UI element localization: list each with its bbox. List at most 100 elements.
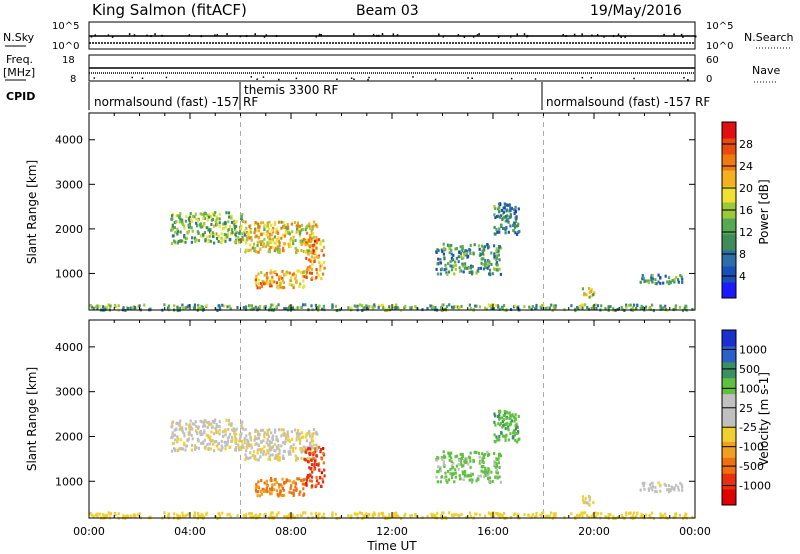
echo-cell	[277, 303, 280, 307]
nsky-dot	[111, 35, 114, 38]
echo-cell	[667, 276, 671, 280]
echo-cell	[581, 514, 584, 518]
echo-cell	[313, 467, 316, 471]
echo-cell	[356, 512, 359, 516]
echo-cell	[323, 474, 326, 478]
echo-cell	[307, 252, 310, 256]
echo-cell	[322, 512, 325, 516]
nsky-dot	[680, 33, 683, 36]
echo-cell	[449, 472, 452, 476]
echo-cell	[254, 305, 257, 309]
echo-cell	[306, 266, 309, 270]
echo-cell	[248, 432, 251, 436]
echo-cell	[98, 512, 101, 516]
echo-cell	[294, 277, 297, 281]
echo-cell	[243, 229, 246, 233]
y-tick-label: 4000	[55, 341, 83, 354]
echo-cell	[295, 458, 298, 462]
echo-cell	[486, 266, 489, 270]
echo-cell	[671, 487, 674, 491]
x-tick-label: 04:00	[174, 525, 206, 538]
echo-cell	[281, 487, 284, 490]
echo-cell	[381, 511, 384, 515]
echo-cell	[253, 438, 256, 442]
echo-cell	[479, 460, 483, 464]
echo-cell	[223, 429, 226, 433]
echo-cell	[477, 474, 480, 478]
echo-cell	[260, 221, 263, 225]
freq-panel: Freq. [MHz] 18 8 60 0 Nave	[3, 53, 780, 85]
echo-cell	[288, 245, 291, 249]
echo-cell	[501, 425, 504, 429]
echo-cell	[271, 445, 274, 449]
echo-cell	[484, 263, 487, 267]
echo-cell	[659, 276, 662, 279]
echo-cell	[498, 210, 501, 214]
echo-cell	[283, 242, 287, 246]
echo-cell	[502, 418, 505, 422]
echo-cell	[436, 272, 439, 276]
echo-cell	[497, 305, 500, 309]
echo-cell	[305, 271, 309, 274]
echo-cell	[210, 223, 213, 226]
echo-cell	[241, 235, 244, 239]
echo-cell	[221, 222, 225, 226]
echo-cell	[685, 304, 688, 308]
echo-cell	[498, 466, 501, 469]
echo-cell	[505, 416, 508, 420]
echo-cell	[483, 248, 486, 252]
echo-cell	[655, 282, 658, 286]
echo-cell	[317, 463, 320, 467]
echo-cell	[271, 229, 274, 233]
echo-cell	[450, 456, 453, 460]
echo-cell	[277, 439, 280, 443]
echo-cell	[270, 431, 273, 435]
echo-cell	[667, 484, 671, 488]
echo-cell	[496, 215, 499, 218]
echo-cell	[180, 219, 183, 223]
colorbar-tick-label: -25	[739, 421, 757, 434]
echo-cell	[215, 444, 219, 448]
nave-dot	[633, 77, 635, 80]
echo-cell	[231, 231, 234, 234]
echo-cell	[498, 452, 501, 456]
echo-cell	[286, 432, 289, 436]
echo-cell	[691, 515, 694, 519]
echo-cell	[250, 304, 253, 308]
echo-cell	[531, 305, 534, 308]
echo-cell	[286, 222, 289, 226]
echo-cell	[482, 470, 485, 474]
echo-cell	[487, 454, 490, 457]
echo-cell	[282, 246, 285, 250]
echo-cell	[469, 515, 472, 518]
echo-cell	[671, 279, 674, 283]
echo-cell	[437, 465, 440, 469]
echo-cell	[394, 306, 397, 310]
echo-cell	[302, 303, 305, 307]
echo-cell	[441, 457, 444, 461]
echo-cell	[292, 449, 295, 453]
echo-cell	[245, 238, 248, 242]
echo-cell	[274, 428, 277, 432]
echo-cell	[218, 420, 221, 424]
echo-cell	[285, 272, 288, 276]
echo-cell	[260, 450, 263, 454]
echo-cell	[288, 232, 291, 236]
echo-cell	[263, 490, 266, 493]
echo-cell	[305, 439, 309, 443]
echo-cell	[275, 227, 278, 231]
nave-dot	[256, 78, 258, 80]
echo-cell	[311, 276, 314, 280]
echo-cell	[179, 419, 182, 423]
echo-cell	[454, 468, 457, 472]
echo-cell	[265, 271, 268, 275]
echo-cell	[259, 512, 262, 516]
nsky-dot	[254, 33, 256, 36]
echo-cell	[262, 488, 265, 492]
echo-cell	[372, 307, 375, 311]
echo-cell	[186, 438, 189, 442]
echo-cell	[284, 226, 287, 229]
echo-cell	[454, 263, 457, 267]
echo-cell	[506, 411, 509, 415]
echo-cell	[470, 472, 473, 476]
